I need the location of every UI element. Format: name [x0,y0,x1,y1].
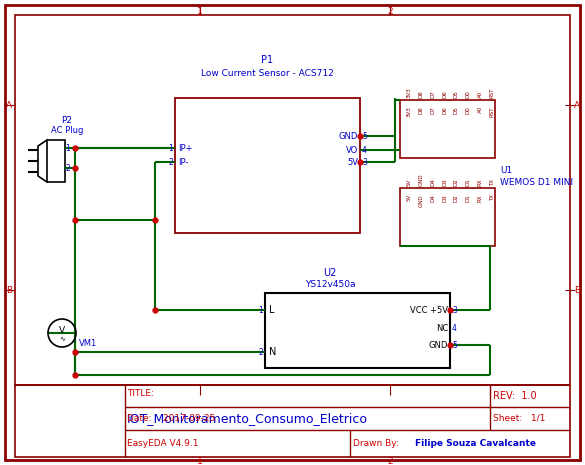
Bar [47,140,65,182]
Text: D1: D1 [466,178,471,186]
Text: N: N [269,347,276,357]
Text: 2: 2 [258,347,263,357]
Text: Low Current Sensor - ACS712: Low Current Sensor - ACS712 [201,69,333,79]
Text: 2: 2 [65,164,70,173]
Text: D1: D1 [466,194,471,202]
Text: 1: 1 [258,306,263,314]
Text: RST: RST [490,106,495,117]
Text: 1: 1 [168,144,173,153]
Text: V: V [59,326,65,334]
Text: GND: GND [418,173,424,186]
Bar [265,293,450,368]
Text: D4: D4 [430,194,435,202]
Text: Date:    2017-09-25: Date: 2017-09-25 [127,413,215,423]
Text: P2: P2 [61,115,73,125]
Text: D2: D2 [454,178,459,186]
Text: TITLE:: TITLE: [127,388,154,398]
Text: NC: NC [436,324,448,332]
Text: P1: P1 [261,55,273,65]
Text: 2: 2 [168,158,173,166]
Text: D3: D3 [442,178,447,186]
Text: 5: 5 [362,132,367,140]
Text: IOT_Monitoramento_Consumo_Eletrico: IOT_Monitoramento_Consumo_Eletrico [127,412,368,425]
Text: D5: D5 [454,90,459,98]
Bar [15,15,570,385]
Text: D2: D2 [454,194,459,202]
Text: 4: 4 [362,146,367,154]
Text: EasyEDA V4.9.1: EasyEDA V4.9.1 [127,438,198,447]
Text: IP-: IP- [178,158,188,166]
Text: GND: GND [429,340,448,350]
Text: 5V: 5V [407,179,411,186]
Text: A0: A0 [478,91,483,98]
Text: A: A [574,100,580,109]
Bar [400,188,495,246]
Bar [400,100,495,158]
Text: D6: D6 [442,106,447,114]
Text: VO: VO [346,146,358,154]
Text: RX: RX [478,179,483,186]
Text: U1: U1 [500,166,512,174]
Text: 2: 2 [387,457,393,465]
Text: VM1: VM1 [79,339,97,347]
Text: Filipe Souza Cavalcante: Filipe Souza Cavalcante [415,438,536,447]
Text: D4: D4 [430,178,435,186]
Text: 4: 4 [452,324,457,332]
Text: D8: D8 [418,106,424,114]
Text: B: B [574,286,580,294]
Text: TX: TX [490,194,495,201]
Text: GND: GND [418,194,424,206]
Text: 3: 3 [362,158,367,166]
Text: D0: D0 [466,90,471,98]
Text: D8: D8 [418,90,424,98]
Text: ∿: ∿ [59,335,65,341]
Text: YS12v450a: YS12v450a [305,279,355,288]
Text: D0: D0 [466,106,471,114]
Text: GND: GND [339,132,358,140]
Text: A0: A0 [478,106,483,113]
Text: U2: U2 [324,268,337,278]
Text: D7: D7 [430,106,435,114]
Bar [15,385,570,457]
Bar [175,98,360,233]
Text: 5: 5 [452,340,457,350]
Text: 3V3: 3V3 [407,87,411,98]
Text: 5V: 5V [347,158,358,166]
Text: RX: RX [478,194,483,201]
Text: D5: D5 [454,106,459,114]
Text: VCC +5V: VCC +5V [410,306,448,314]
Text: 2: 2 [387,7,393,15]
Text: B: B [6,286,12,294]
Text: 5V: 5V [407,194,411,201]
Text: REV:  1.0: REV: 1.0 [493,391,536,401]
Text: AC Plug: AC Plug [51,126,83,134]
Text: D3: D3 [442,194,447,202]
Text: D7: D7 [430,90,435,98]
Text: RST: RST [490,87,495,98]
Text: WEMOS D1 MINI: WEMOS D1 MINI [500,178,573,186]
Text: Sheet:   1/1: Sheet: 1/1 [493,413,545,423]
Text: A: A [6,100,12,109]
Text: 3V3: 3V3 [407,106,411,117]
Text: Drawn By:: Drawn By: [353,438,399,447]
Text: 1: 1 [65,144,70,153]
Text: IP+: IP+ [178,144,192,153]
Text: L: L [269,305,274,315]
Text: D6: D6 [442,90,447,98]
Text: 1: 1 [197,7,203,15]
Text: 3: 3 [452,306,457,314]
Text: 1: 1 [197,457,203,465]
Text: TX: TX [490,179,495,186]
